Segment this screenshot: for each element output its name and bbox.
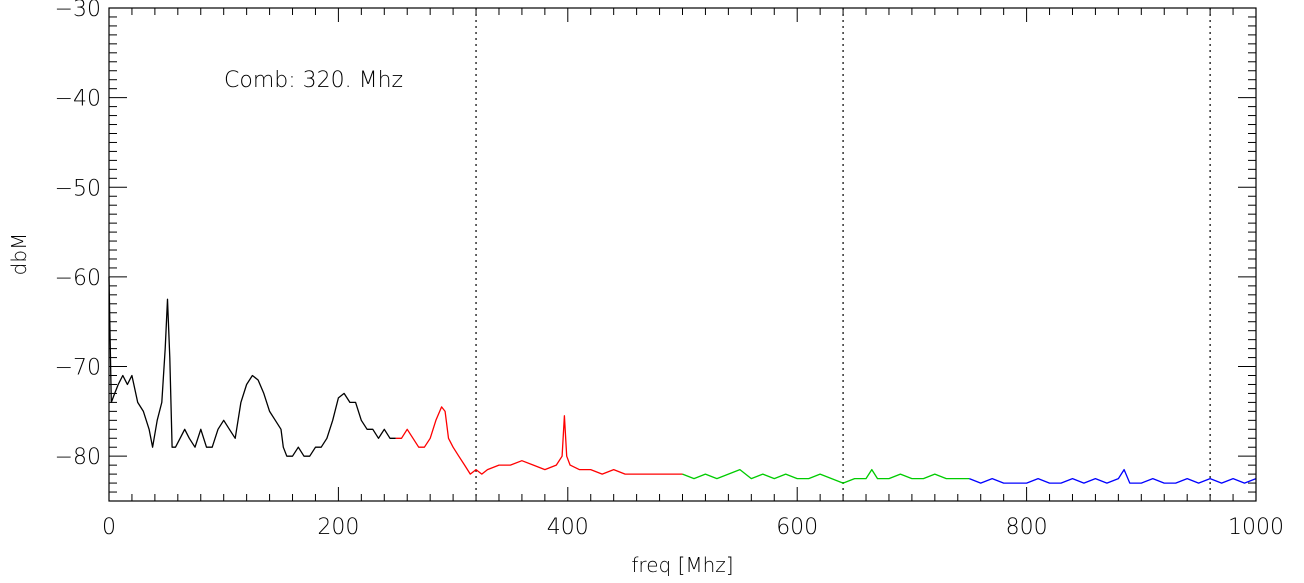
- x-tick-label: 200: [317, 515, 359, 540]
- series-line: [396, 407, 683, 474]
- y-tick-label: −40: [55, 87, 101, 112]
- series-line: [683, 470, 970, 484]
- series-line: [109, 277, 396, 456]
- comb-lines: [476, 8, 1210, 501]
- y-tick-label: −70: [55, 356, 101, 381]
- y-tick-label: −50: [55, 176, 101, 201]
- x-tick-label: 800: [1006, 515, 1048, 540]
- y-tick-label: −80: [55, 445, 101, 470]
- x-tick-label: 0: [102, 515, 116, 540]
- series-line: [969, 470, 1256, 484]
- x-tick-label: 1000: [1228, 515, 1284, 540]
- y-tick-label: −60: [55, 266, 101, 291]
- spectrum-series: [109, 277, 1256, 483]
- y-axis-label: dbM: [7, 233, 31, 276]
- x-axis-label: freq [Mhz]: [631, 553, 733, 577]
- y-tick-label: −30: [55, 0, 101, 22]
- comb-annotation: Comb: 320. Mhz: [224, 68, 403, 93]
- x-tick-label: 400: [547, 515, 589, 540]
- x-tick-label: 600: [776, 515, 818, 540]
